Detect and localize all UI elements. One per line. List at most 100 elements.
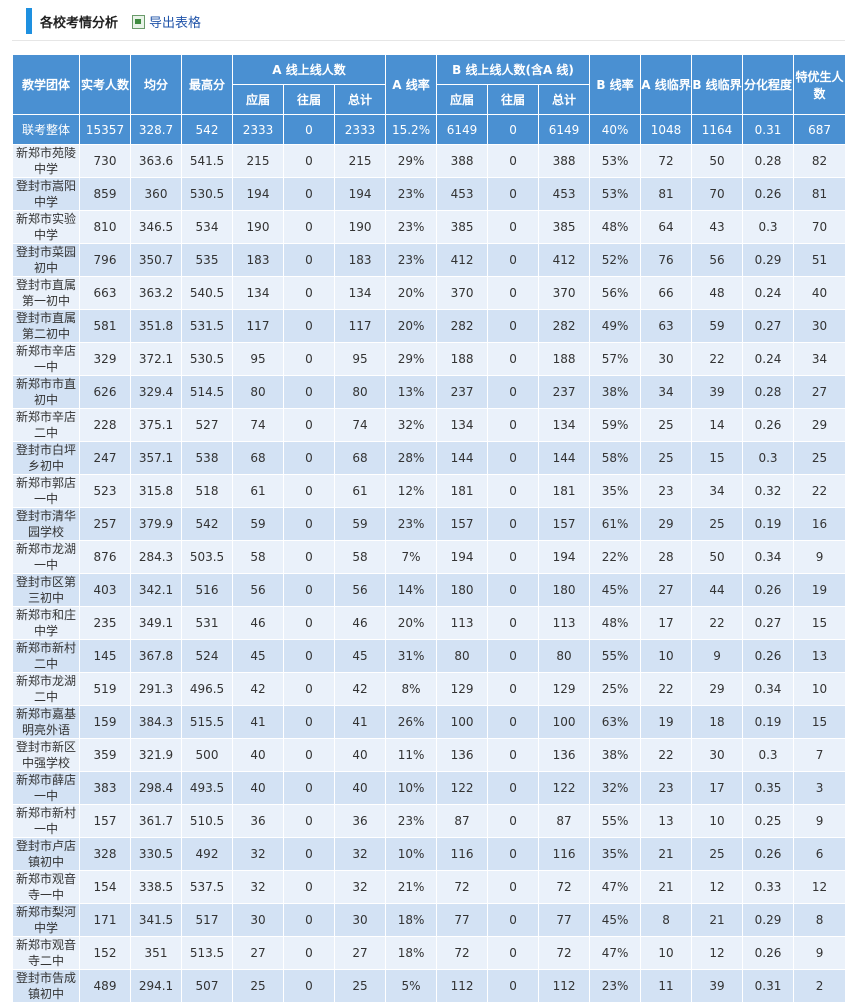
table-row: 登封市白坪乡初中 247 357.1 538 68 0 68 28% 144 0 144 58% 25 1… (12, 441, 847, 475)
table-cell: 0.26 (742, 837, 795, 871)
table-cell: 0 (487, 573, 540, 607)
table-cell: 32 (333, 870, 387, 904)
table-cell: 181 (436, 474, 489, 508)
table-cell: 0.32 (742, 474, 795, 508)
table-cell: 35% (589, 837, 642, 871)
table-cell: 34 (793, 342, 847, 376)
table-cell: 136 (436, 738, 489, 772)
col-b-past: 往届 (487, 84, 540, 115)
table-cell: 215 (232, 144, 284, 178)
col-max: 最高分 (181, 54, 233, 115)
table-cell: 45% (589, 903, 642, 937)
table-cell: 19 (793, 573, 847, 607)
table-cell: 53% (589, 144, 642, 178)
school-name-cell: 新郑市实验中学 (12, 210, 80, 244)
table-cell: 524 (181, 639, 233, 673)
table-cell: 68 (232, 441, 284, 475)
table-cell: 29 (691, 672, 744, 706)
table-cell: 0 (487, 144, 540, 178)
export-table-button[interactable]: 导出表格 (132, 12, 201, 31)
table-cell: 38% (589, 375, 642, 409)
table-cell: 42 (232, 672, 284, 706)
table-cell: 0.28 (742, 144, 795, 178)
table-cell: 190 (232, 210, 284, 244)
table-cell: 0 (283, 375, 335, 409)
table-row: 新郑市郭店一中 523 315.8 518 61 0 61 12% 181 0 181 35% 23 34… (12, 474, 847, 508)
school-name-cell: 新郑市和庄中学 (12, 606, 80, 640)
table-cell: 1164 (691, 114, 744, 145)
table-cell: 29% (385, 144, 438, 178)
school-name-cell: 新郑市新村二中 (12, 639, 80, 673)
table-cell: 0 (487, 771, 540, 805)
table-cell: 61 (232, 474, 284, 508)
table-cell: 35% (589, 474, 642, 508)
table-cell: 145 (79, 639, 131, 673)
table-cell: 55% (589, 804, 642, 838)
table-cell: 15357 (79, 114, 131, 145)
table-cell: 9 (691, 639, 744, 673)
table-cell: 315.8 (130, 474, 182, 508)
table-cell: 534 (181, 210, 233, 244)
table-row: 新郑市苑陵中学 730 363.6 541.5 215 0 215 29% 388 0 388 53%… (12, 144, 847, 178)
school-name-cell: 登封市区第三初中 (12, 573, 80, 607)
table-cell: 23% (385, 804, 438, 838)
table-cell: 0 (283, 672, 335, 706)
table-cell: 453 (436, 177, 489, 211)
table-cell: 2 (793, 969, 847, 1003)
table-cell: 157 (538, 507, 591, 541)
table-body: 联考整体 15357 328.7 542 2333 0 2333 15.2% 6149 0 6149… (12, 114, 847, 1003)
table-cell: 0 (487, 705, 540, 739)
table-cell: 383 (79, 771, 131, 805)
table-cell: 507 (181, 969, 233, 1003)
table-cell: 22 (691, 342, 744, 376)
table-cell: 257 (79, 507, 131, 541)
table-cell: 190 (333, 210, 387, 244)
table-cell: 52% (589, 243, 642, 277)
table-cell: 493.5 (181, 771, 233, 805)
table-row: 新郑市嘉基明亮外语 159 384.3 515.5 41 0 41 26% 100 0 100 63%… (12, 705, 847, 739)
table-cell: 531.5 (181, 309, 233, 343)
col-a-current: 应届 (232, 84, 284, 115)
table-cell: 20% (385, 309, 438, 343)
table-cell: 14 (691, 408, 744, 442)
table-cell: 56 (333, 573, 387, 607)
school-name-cell: 新郑市薛店一中 (12, 771, 80, 805)
table-cell: 25 (232, 969, 284, 1003)
table-cell: 527 (181, 408, 233, 442)
table-cell: 516 (181, 573, 233, 607)
table-cell: 235 (79, 606, 131, 640)
table-cell: 810 (79, 210, 131, 244)
school-name-cell: 登封市告成镇初中 (12, 969, 80, 1003)
col-a-past: 往届 (283, 84, 335, 115)
table-row: 新郑市新村二中 145 367.8 524 45 0 45 31% 80 0 80 55% 10 9 0.2… (12, 639, 847, 673)
table-cell: 58% (589, 441, 642, 475)
table-cell: 10 (640, 639, 693, 673)
table-cell: 22 (640, 738, 693, 772)
table-cell: 15.2% (385, 114, 438, 145)
table-cell: 367.8 (130, 639, 182, 673)
table-cell: 0 (283, 606, 335, 640)
table-cell: 9 (793, 936, 847, 970)
table-cell: 237 (538, 375, 591, 409)
table-cell: 116 (436, 837, 489, 871)
table-cell: 385 (436, 210, 489, 244)
school-name-cell: 新郑市辛店一中 (12, 342, 80, 376)
section-title: 各校考情分析 (40, 16, 119, 31)
table-row: 登封市嵩阳中学 859 360 530.5 194 0 194 23% 453 0 453 53% 81… (12, 177, 847, 211)
table-cell: 82 (793, 144, 847, 178)
school-name-cell: 新郑市观音寺二中 (12, 936, 80, 970)
table-cell: 157 (436, 507, 489, 541)
table-cell: 0 (283, 639, 335, 673)
table-cell: 5% (385, 969, 438, 1003)
table-cell: 0.34 (742, 672, 795, 706)
table-cell: 0.26 (742, 936, 795, 970)
table-row: 新郑市新村一中 157 361.7 510.5 36 0 36 23% 87 0 87 55% 13 10… (12, 804, 847, 838)
table-cell: 515.5 (181, 705, 233, 739)
table-cell: 44 (691, 573, 744, 607)
table-cell: 0 (283, 540, 335, 574)
table-cell: 0 (283, 936, 335, 970)
school-name-cell: 新郑市龙湖一中 (12, 540, 80, 574)
table-cell: 282 (436, 309, 489, 343)
table-cell: 215 (333, 144, 387, 178)
table-cell: 294.1 (130, 969, 182, 1003)
